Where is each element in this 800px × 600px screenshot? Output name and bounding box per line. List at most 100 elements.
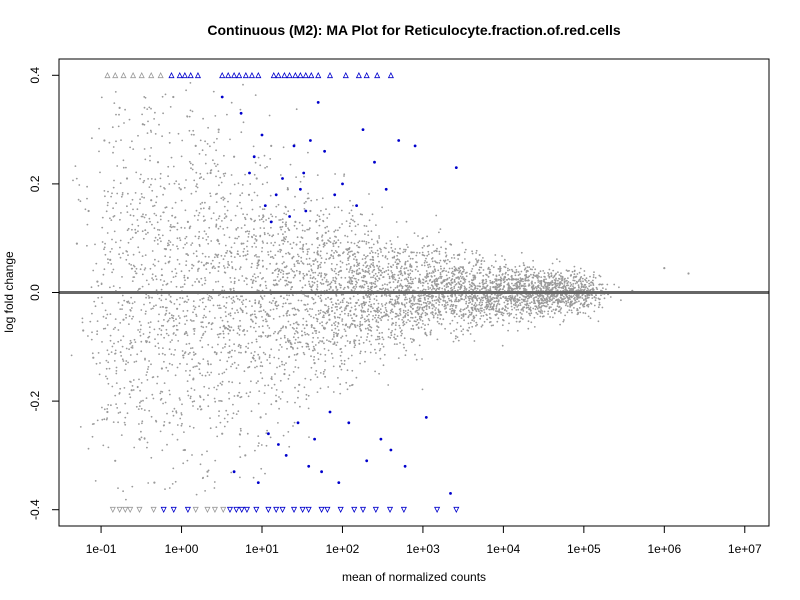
cloud-point — [409, 278, 412, 281]
cloud-point — [178, 183, 180, 186]
cloud-point — [302, 272, 305, 275]
cloud-point — [81, 317, 84, 320]
cloud-point — [383, 311, 386, 314]
cloud-point — [301, 224, 304, 227]
cloud-point — [583, 270, 586, 272]
cloud-point — [341, 335, 344, 338]
cloud-point — [498, 309, 500, 312]
cloud-point — [314, 344, 317, 346]
cloud-point — [327, 386, 330, 388]
cloud-point — [191, 358, 194, 361]
cloud-point — [246, 245, 248, 248]
cloud-point — [368, 323, 371, 326]
cloud-point — [274, 373, 276, 375]
cloud-point — [486, 314, 488, 317]
cloud-point — [192, 264, 195, 267]
cloud-point — [571, 270, 574, 273]
cloud-point — [253, 326, 255, 329]
cloud-point — [204, 255, 207, 258]
cloud-point — [452, 304, 455, 306]
cloud-point — [597, 320, 600, 323]
cloud-point — [307, 345, 310, 348]
cloud-point — [526, 302, 528, 305]
cloud-point — [243, 280, 246, 282]
cloud-point — [209, 427, 212, 430]
cloud-point — [396, 286, 399, 289]
cloud-point — [365, 301, 367, 304]
cloud-point — [514, 271, 517, 274]
cloud-point — [151, 393, 154, 396]
cloud-point — [476, 295, 479, 297]
cloud-point — [407, 280, 409, 283]
cloud-point — [226, 113, 228, 116]
cloud-point — [482, 257, 484, 259]
cloud-point — [317, 341, 320, 344]
cloud-point — [505, 263, 507, 266]
cloud-point — [285, 341, 287, 344]
cloud-point — [236, 250, 239, 253]
cloud-point — [140, 436, 143, 439]
cloud-point — [148, 186, 151, 189]
cloud-point — [202, 117, 205, 120]
cloud-point — [278, 280, 280, 282]
cloud-point — [250, 278, 253, 281]
cloud-point — [194, 353, 197, 355]
cloud-point — [115, 372, 118, 375]
cloud-point — [180, 226, 183, 229]
cloud-point — [119, 322, 122, 324]
cloud-point — [334, 327, 337, 330]
cloud-point — [547, 272, 549, 274]
cloud-point — [522, 262, 525, 264]
cloud-point — [258, 301, 260, 304]
cloud-point — [387, 266, 389, 268]
cloud-point — [403, 323, 406, 326]
cloud-point — [183, 333, 186, 336]
cloud-point — [132, 389, 135, 391]
cloud-point — [347, 241, 349, 244]
cloud-point — [207, 394, 209, 397]
cloud-point — [542, 287, 545, 289]
cloud-point — [129, 214, 132, 217]
cloud-point — [543, 275, 546, 278]
cloud-point — [481, 307, 483, 310]
cloud-point — [257, 402, 260, 405]
cloud-point — [305, 345, 308, 348]
cloud-point — [390, 243, 393, 246]
cloud-point — [337, 239, 340, 242]
cloud-point — [357, 223, 359, 226]
cloud-point — [564, 300, 567, 302]
cloud-point — [260, 218, 263, 221]
cloud-point — [351, 250, 353, 253]
cloud-point — [162, 193, 165, 196]
cloud-point — [158, 229, 161, 231]
cloud-point — [109, 217, 111, 220]
cloud-point — [284, 302, 287, 305]
cloud-point — [302, 323, 304, 326]
cloud-point — [245, 312, 248, 315]
cloud-point — [382, 287, 385, 290]
cloud-point — [165, 312, 167, 315]
cloud-point — [374, 316, 376, 319]
cloud-point — [312, 349, 314, 352]
cloud-point — [457, 339, 460, 342]
cloud-point — [183, 352, 186, 355]
cloud-point — [495, 279, 497, 282]
cloud-point — [194, 281, 197, 283]
cloud-point — [346, 253, 349, 256]
cloud-point — [204, 140, 207, 143]
cloud-point — [431, 260, 434, 263]
cloud-point — [253, 191, 256, 194]
cloud-point — [431, 272, 433, 274]
cloud-point — [298, 309, 300, 312]
cloud-point — [169, 256, 171, 258]
cloud-point — [375, 295, 378, 298]
y-axis-label: log fold change — [2, 251, 16, 333]
cloud-point — [204, 154, 207, 156]
cloud-point — [422, 323, 424, 325]
cloud-point — [171, 483, 174, 485]
cloud-point — [293, 270, 295, 273]
cloud-point — [279, 271, 282, 274]
cloud-point — [353, 265, 356, 267]
cloud-point — [190, 244, 193, 246]
cloud-point — [505, 271, 507, 274]
